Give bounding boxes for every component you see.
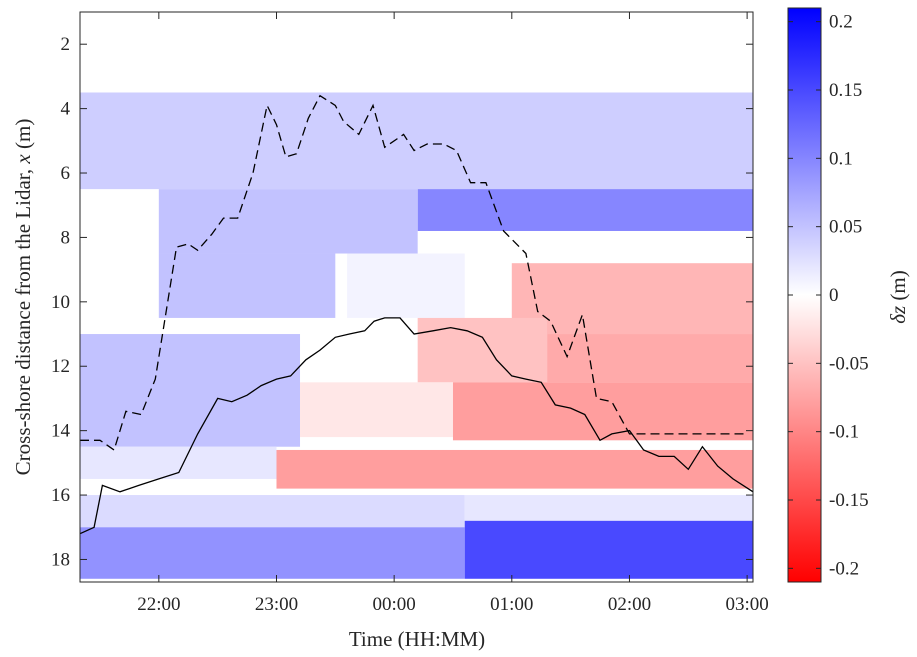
colorbar-label: δz (m) bbox=[886, 270, 910, 324]
heatmap bbox=[80, 12, 753, 582]
heatmap-cell bbox=[300, 382, 453, 438]
plot-area-frame bbox=[79, 11, 754, 583]
colorbar-tick-label: -0.15 bbox=[829, 490, 869, 511]
heatmap-cell bbox=[80, 527, 465, 579]
solid-series-line bbox=[80, 317, 753, 535]
y-axis-label-var: x bbox=[11, 154, 35, 165]
series-lines bbox=[80, 94, 753, 535]
x-tick-label: 01:00 bbox=[490, 594, 533, 615]
heatmap-cell bbox=[452, 382, 753, 441]
y-tick-label: 2 bbox=[61, 34, 71, 55]
x-tick-label: 22:00 bbox=[137, 594, 180, 615]
heatmap-cell bbox=[464, 495, 753, 521]
heatmap-cell bbox=[80, 495, 465, 528]
y-tick-label: 6 bbox=[61, 163, 71, 184]
colorbar-ticks: 0.2 0.15 0.1 0.05 0 -0.05 -0.1 -0.15 -0.2 bbox=[788, 12, 869, 579]
x-tick-label: 00:00 bbox=[373, 594, 416, 615]
heatmap-cell bbox=[80, 334, 301, 447]
heatmap-cell bbox=[158, 189, 418, 254]
y-tick-label: 12 bbox=[51, 356, 70, 377]
colorbar-tick-label: 0 bbox=[829, 285, 839, 306]
heatmap-cell bbox=[80, 446, 277, 479]
x-tick-label: 03:00 bbox=[725, 594, 768, 615]
heatmap-cell bbox=[158, 253, 336, 318]
y-tick-label: 18 bbox=[51, 549, 70, 570]
y-tick-label: 4 bbox=[61, 99, 71, 120]
colorbar-tick-label: 0.2 bbox=[829, 12, 853, 33]
heatmap-cell bbox=[80, 92, 753, 190]
colorbar-label-var: z bbox=[886, 306, 910, 315]
colorbar-label-unit: (m) bbox=[886, 270, 910, 306]
heatmap-cell bbox=[417, 317, 548, 383]
colorbar-tick-label: -0.2 bbox=[829, 558, 859, 579]
x-axis-label: Time (HH:MM) bbox=[349, 627, 485, 651]
colorbar-tick-label: -0.05 bbox=[829, 353, 869, 374]
colorbar-tick-label: 0.15 bbox=[829, 80, 862, 101]
heatmap-cell bbox=[347, 253, 465, 318]
y-axis: 2 4 6 8 10 12 14 16 18 bbox=[51, 34, 753, 570]
heatmap-cell bbox=[547, 334, 753, 383]
y-axis-label-unit: (m) bbox=[11, 119, 35, 155]
y-axis-label-text: Cross-shore distance from the Lidar, bbox=[11, 164, 35, 476]
heatmap-cell bbox=[276, 449, 753, 489]
colorbar-tick-label: -0.1 bbox=[829, 422, 859, 443]
y-tick-label: 16 bbox=[51, 485, 70, 506]
y-tick-label: 14 bbox=[51, 421, 71, 442]
heatmap-cell bbox=[464, 520, 753, 579]
y-tick-label: 8 bbox=[61, 227, 71, 248]
x-tick-label: 02:00 bbox=[608, 594, 651, 615]
y-axis-label: Cross-shore distance from the Lidar, x (… bbox=[11, 119, 35, 476]
colorbar-tick-label: 0.1 bbox=[829, 148, 853, 169]
colorbar-tick-label: 0.05 bbox=[829, 217, 862, 238]
colorbar bbox=[787, 7, 822, 583]
heatmap-cell bbox=[511, 263, 753, 335]
y-tick-label: 10 bbox=[51, 292, 70, 313]
heatmap-cell bbox=[417, 189, 753, 231]
x-tick-label: 23:00 bbox=[255, 594, 298, 615]
colorbar-label-delta: δ bbox=[886, 313, 910, 324]
x-axis: 22:00 23:00 00:00 01:00 02:00 03:00 bbox=[137, 12, 769, 615]
